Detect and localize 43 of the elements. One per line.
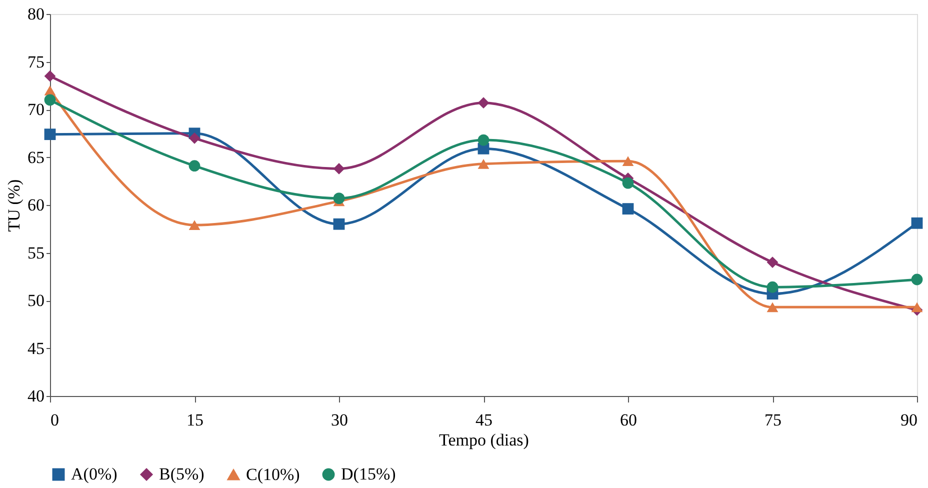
x-tick-label: 30	[331, 410, 348, 430]
point	[44, 128, 56, 140]
x-tick-label: 60	[620, 410, 637, 430]
y-tick-label: 70	[28, 100, 44, 119]
y-tick-label: 55	[28, 243, 44, 262]
point	[478, 159, 490, 169]
point	[188, 132, 200, 144]
point	[188, 220, 200, 230]
x-axis-title: Tempo (dias)	[439, 430, 529, 450]
y-axis-title: TU (%)	[4, 179, 24, 232]
x-tick-label: 0	[50, 410, 59, 430]
legend-label: B(5%)	[159, 464, 204, 484]
point	[766, 281, 778, 293]
point	[622, 203, 634, 215]
point	[188, 160, 200, 172]
y-tick-label: 45	[28, 338, 44, 358]
point	[911, 302, 923, 312]
y-tick-label: 65	[28, 148, 44, 167]
point	[478, 134, 490, 146]
y-tick-label: 40	[28, 386, 44, 406]
x-tick-label: 75	[764, 410, 782, 430]
point	[622, 156, 634, 166]
point	[333, 163, 345, 174]
y-tick-label: 60	[28, 196, 44, 214]
point	[766, 302, 778, 312]
point	[911, 217, 923, 229]
point	[333, 218, 345, 230]
point	[766, 256, 778, 268]
x-tick-label: 15	[186, 410, 204, 430]
legend-label: C(10%)	[246, 464, 300, 484]
x-tick-label: 90	[900, 410, 918, 430]
point	[44, 70, 56, 82]
point	[478, 97, 490, 109]
y-tick-label: 50	[28, 291, 44, 310]
legend-label: A(0%)	[71, 464, 118, 484]
point	[333, 192, 345, 204]
x-tick-label: 45	[476, 410, 492, 430]
y-tick-label: 75	[28, 52, 44, 72]
point	[622, 177, 634, 189]
point	[44, 94, 56, 106]
legend-label: D(15%)	[341, 464, 396, 484]
point	[911, 274, 923, 286]
y-tick-label: 80	[28, 4, 44, 24]
